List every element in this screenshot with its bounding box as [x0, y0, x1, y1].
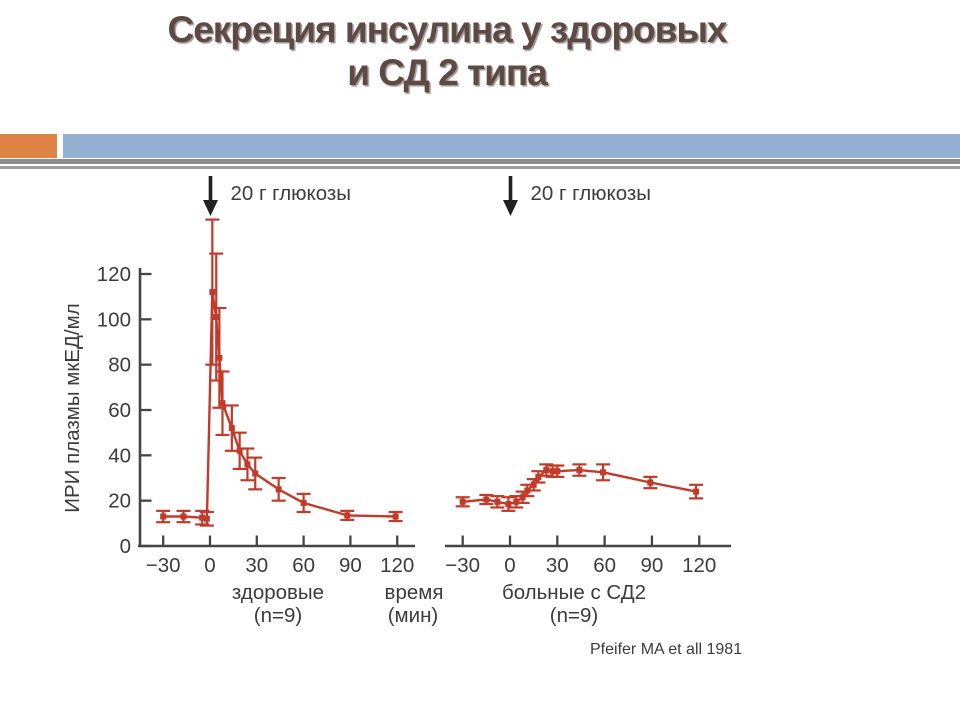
data-point — [160, 513, 167, 520]
y-tick-label: 60 — [108, 399, 131, 422]
y-tick-label: 100 — [97, 308, 131, 331]
data-point — [228, 425, 235, 432]
data-point — [300, 499, 307, 506]
x-tick-label: 90 — [339, 554, 362, 577]
insulin-secretion-figure: 0 20 40 60 80 100 120 ИРИ плазмы мкЕД/мл время(м… — [61, 176, 742, 658]
data-point — [494, 498, 501, 505]
data-point — [543, 467, 550, 474]
data-point — [459, 498, 466, 505]
panel-healthy: −30 0 30 60 90 120 20 г глюкозы здоровые(n=9) — [138, 176, 415, 627]
y-tick-label: 20 — [108, 490, 131, 513]
x-tick-label: 120 — [380, 554, 414, 577]
group-label: здоровые — [232, 581, 324, 604]
data-point — [344, 512, 351, 519]
data-point — [199, 514, 206, 521]
data-point — [576, 467, 583, 474]
y-axis-title: ИРИ плазмы мкЕД/мл — [61, 303, 84, 512]
glucose-arrow-icon — [203, 176, 218, 216]
data-point — [554, 468, 561, 475]
data-point — [180, 513, 187, 520]
x-tick-label: 60 — [292, 554, 315, 577]
citation: Pfeifer MA et all 1981 — [590, 641, 742, 658]
series-line — [462, 468, 697, 506]
data-point — [203, 515, 210, 522]
data-point — [519, 494, 526, 501]
y-tick-label: 0 — [120, 535, 131, 558]
data-point — [213, 314, 220, 321]
slide-title: Секреция инсулина у здоровых и СД 2 типа — [0, 8, 894, 94]
group-n-label: (n=9) — [550, 604, 598, 627]
x-tick-label: 60 — [593, 554, 616, 577]
glucose-arrow-icon — [503, 176, 518, 216]
data-point — [530, 481, 537, 488]
x-axis-title-units: (мин) — [388, 604, 439, 627]
y-tick-label: 80 — [108, 354, 131, 377]
data-point — [549, 468, 556, 475]
x-tick-label: 90 — [641, 554, 664, 577]
x-tick-label: 120 — [682, 554, 716, 577]
x-tick-label: 30 — [245, 554, 268, 577]
x-tick-label: 30 — [546, 554, 569, 577]
data-point — [216, 354, 223, 361]
data-point — [693, 488, 700, 495]
data-point — [524, 487, 531, 494]
accent-bar-blue — [63, 134, 960, 158]
group-label: больные с СД2 — [502, 581, 646, 604]
x-tick-label: 0 — [504, 554, 515, 577]
panel-diabetic: −30 0 30 60 90 120 20 г глюкозы больные с СД2(n… — [445, 176, 731, 627]
data-point — [392, 513, 399, 520]
data-point — [219, 400, 226, 407]
divider-line-top — [0, 159, 960, 164]
data-point — [600, 469, 607, 476]
glucose-annotation: 20 г глюкозы — [531, 182, 652, 205]
x-tick-label: −30 — [146, 554, 181, 577]
accent-bar-orange — [0, 134, 57, 158]
x-tick-label: 0 — [204, 554, 215, 577]
series-healthy — [156, 218, 403, 527]
x-axis-title: время — [385, 581, 444, 604]
y-tick-label: 120 — [97, 263, 131, 286]
data-point — [252, 470, 259, 477]
glucose-annotation: 20 г глюкозы — [231, 182, 352, 205]
slide-title-line-2: и СД 2 типа — [347, 52, 548, 93]
y-axis: 0 20 40 60 80 100 120 — [97, 263, 152, 558]
data-point — [483, 496, 490, 503]
slide-title-line-1: Секреция инсулина у здоровых — [167, 9, 727, 50]
group-n-label: (n=9) — [254, 604, 302, 627]
data-point — [647, 479, 654, 486]
data-point — [275, 486, 282, 493]
data-point — [209, 289, 216, 296]
x-tick-label: −30 — [445, 554, 480, 577]
data-point — [513, 498, 520, 505]
series-diabetic — [455, 463, 704, 512]
y-tick-label: 40 — [108, 444, 131, 467]
data-point — [535, 473, 542, 480]
data-point — [505, 501, 512, 508]
divider-line-bottom — [0, 166, 960, 169]
data-point — [244, 461, 251, 468]
data-point — [236, 447, 243, 454]
